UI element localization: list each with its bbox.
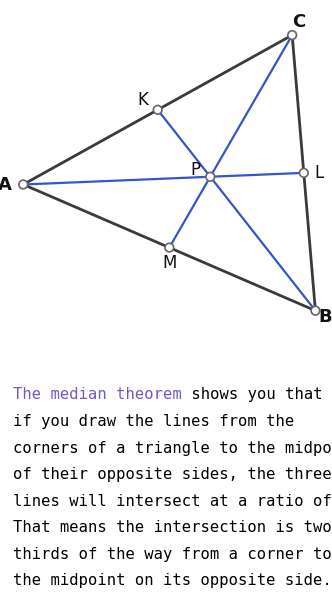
Text: That means the intersection is two: That means the intersection is two (13, 520, 332, 535)
Circle shape (311, 307, 320, 315)
Text: if you draw the lines from the: if you draw the lines from the (13, 414, 294, 429)
Circle shape (299, 169, 308, 177)
Circle shape (153, 106, 162, 114)
Text: corners of a triangle to the midpoint: corners of a triangle to the midpoint (13, 440, 332, 455)
Circle shape (165, 243, 174, 252)
Circle shape (19, 180, 28, 189)
Text: C: C (292, 13, 305, 31)
Text: The median theorem: The median theorem (13, 388, 182, 403)
Text: lines will intersect at a ratio of: lines will intersect at a ratio of (13, 494, 332, 509)
Text: thirds of the way from a corner to: thirds of the way from a corner to (13, 547, 332, 562)
Text: K: K (137, 91, 148, 109)
Text: A: A (0, 175, 12, 193)
Text: L: L (314, 164, 323, 182)
Text: B: B (318, 308, 332, 326)
Text: of their opposite sides, the three: of their opposite sides, the three (13, 467, 332, 482)
Text: M: M (162, 254, 177, 272)
Text: shows you that: shows you that (182, 388, 323, 403)
Text: the midpoint on its opposite side.: the midpoint on its opposite side. (13, 574, 332, 589)
Text: P: P (190, 161, 201, 179)
Circle shape (206, 172, 214, 181)
Circle shape (288, 31, 296, 40)
